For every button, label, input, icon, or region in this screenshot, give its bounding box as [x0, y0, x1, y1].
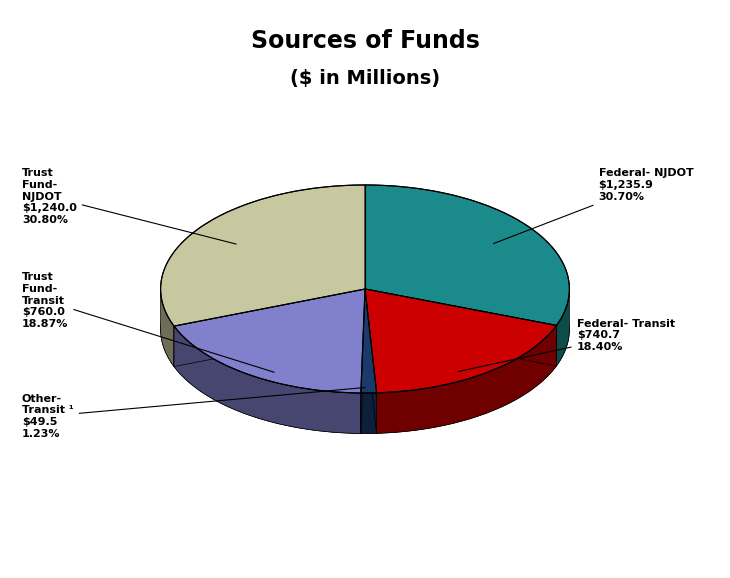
- Polygon shape: [556, 290, 569, 366]
- Polygon shape: [161, 185, 365, 326]
- Text: Other-
Transit ¹
$49.5
1.23%: Other- Transit ¹ $49.5 1.23%: [22, 387, 365, 439]
- Polygon shape: [365, 289, 556, 393]
- Polygon shape: [361, 393, 377, 434]
- Polygon shape: [361, 289, 365, 434]
- Polygon shape: [361, 289, 365, 434]
- Polygon shape: [174, 289, 365, 366]
- Text: Trust
Fund-
NJDOT
$1,240.0
30.80%: Trust Fund- NJDOT $1,240.0 30.80%: [22, 168, 236, 244]
- Text: Trust
Fund-
Transit
$760.0
18.87%: Trust Fund- Transit $760.0 18.87%: [22, 272, 274, 372]
- Polygon shape: [161, 290, 174, 366]
- Polygon shape: [365, 185, 569, 325]
- Text: Federal- NJDOT
$1,235.9
30.70%: Federal- NJDOT $1,235.9 30.70%: [493, 168, 694, 243]
- Polygon shape: [361, 289, 377, 393]
- Polygon shape: [365, 289, 556, 366]
- Polygon shape: [365, 289, 377, 434]
- Polygon shape: [174, 289, 365, 393]
- Polygon shape: [365, 289, 556, 366]
- Text: Sources of Funds: Sources of Funds: [250, 29, 480, 53]
- Polygon shape: [174, 326, 361, 434]
- Text: Federal- Transit
$740.7
18.40%: Federal- Transit $740.7 18.40%: [458, 318, 675, 372]
- Text: ($ in Millions): ($ in Millions): [290, 69, 440, 88]
- Polygon shape: [377, 325, 556, 434]
- Polygon shape: [174, 289, 365, 366]
- Ellipse shape: [161, 225, 569, 434]
- Polygon shape: [365, 289, 377, 434]
